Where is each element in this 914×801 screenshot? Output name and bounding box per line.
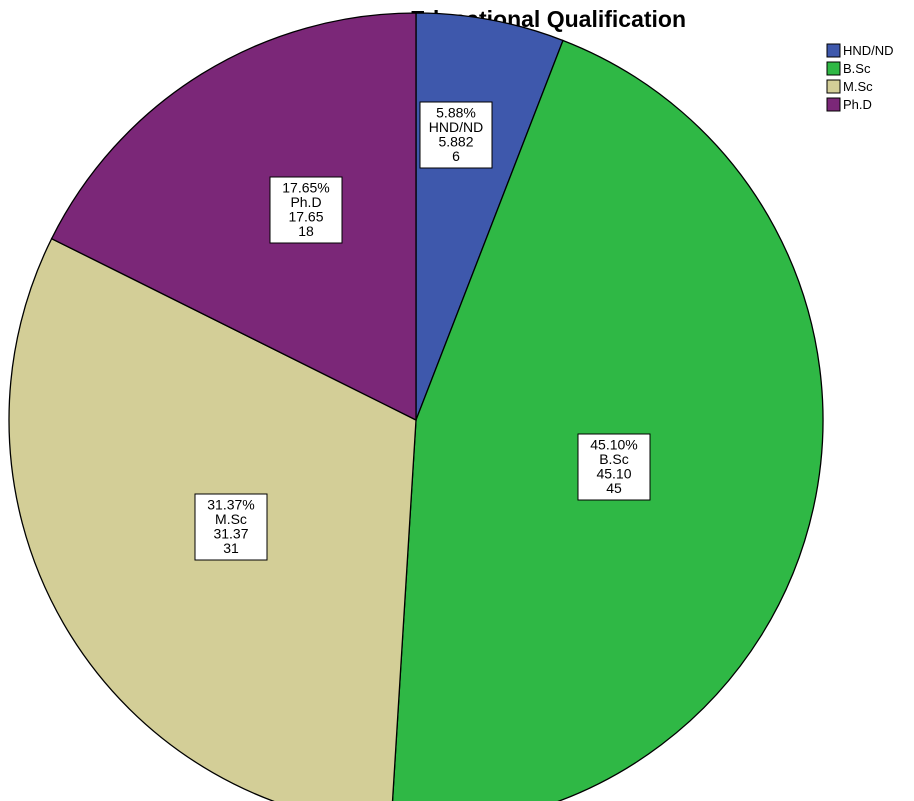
slice-label-box xyxy=(194,493,268,561)
slice-label-count: 6 xyxy=(452,148,460,164)
slice-label-category: M.Sc xyxy=(215,511,247,527)
slice-label-box xyxy=(269,176,343,244)
slice-label-box xyxy=(419,101,493,169)
legend-label-m-sc: M.Sc xyxy=(843,79,873,94)
slice-label-value: 17.65 xyxy=(288,209,323,225)
slice-label-percent: 5.88% xyxy=(436,105,476,121)
slice-label-category: Ph.D xyxy=(290,194,321,210)
slice-label-percent: 45.10% xyxy=(590,437,637,453)
slice-label-category: HND/ND xyxy=(429,119,483,135)
slice-label-value: 5.882 xyxy=(438,134,473,150)
legend-swatch-ph-d xyxy=(826,97,841,112)
slice-label-percent: 17.65% xyxy=(282,180,329,196)
slice-label-value: 31.37 xyxy=(213,526,248,542)
slice-label-box xyxy=(577,433,651,501)
slice-label-value: 45.10 xyxy=(596,466,631,482)
legend-label-b-sc: B.Sc xyxy=(843,61,871,76)
legend-swatch-hnd-nd xyxy=(826,43,841,58)
slice-label-count: 18 xyxy=(298,223,314,239)
legend-swatch-m-sc xyxy=(826,79,841,94)
legend: HND/ND B.Sc M.Sc Ph.D xyxy=(826,43,894,112)
legend-label-hnd-nd: HND/ND xyxy=(843,43,894,58)
pie-slice-b-sc xyxy=(391,39,824,801)
legend-label-ph-d: Ph.D xyxy=(843,97,872,112)
pie-slice-ph-d xyxy=(50,12,417,422)
pie-slices xyxy=(8,12,824,801)
slice-label-category: B.Sc xyxy=(599,451,629,467)
slice-label-percent: 31.37% xyxy=(207,497,254,513)
slice-label-count: 31 xyxy=(223,540,239,556)
legend-swatch-b-sc xyxy=(826,61,841,76)
slice-label-count: 45 xyxy=(606,480,622,496)
